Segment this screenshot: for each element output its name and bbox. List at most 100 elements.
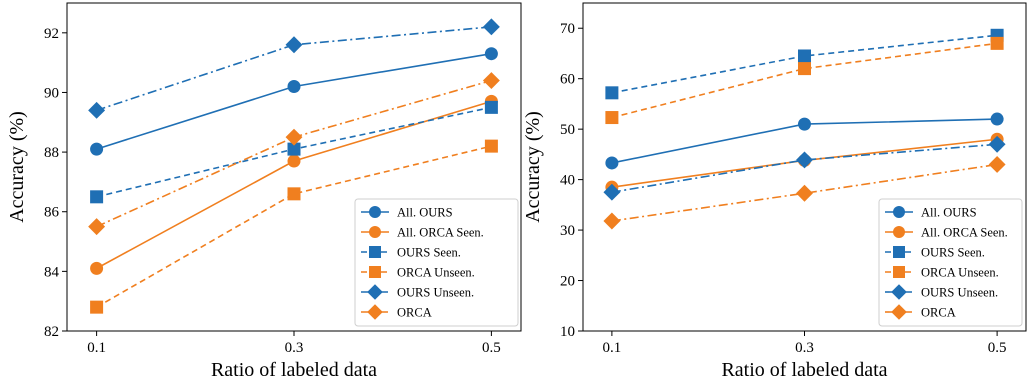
- right-data-point-all-ours: [605, 156, 619, 170]
- left-y-tick-label: 90: [44, 85, 59, 101]
- right-y-tick-label: 60: [560, 72, 575, 88]
- right-series-orca: [603, 156, 1006, 230]
- right-legend-label: ORCA Unseen.: [921, 266, 999, 280]
- left-data-point-orca: [482, 72, 500, 89]
- left-data-point-orca-unseen: [287, 187, 301, 201]
- right-series-line-ours-seen: [611, 34, 998, 94]
- right-y-tick-label: 50: [560, 122, 575, 138]
- left-legend-label: All. ORCA Seen.: [397, 226, 484, 240]
- right-legend-label: OURS Unseen.: [921, 286, 998, 300]
- right-x-tick-label: 0.5: [988, 340, 1007, 356]
- left-legend-box: [354, 198, 519, 327]
- right-legend-entry: OURS Unseen.: [885, 284, 998, 300]
- right-legend-marker: [893, 246, 905, 258]
- left-data-point-all-ours: [90, 142, 104, 156]
- right-y-tick-label: 70: [560, 21, 575, 37]
- right-legend-entry: ORCA Unseen.: [885, 266, 999, 280]
- right-data-point-all-ours: [798, 117, 811, 131]
- right-series-ours-unseen: [603, 135, 1006, 201]
- left-data-point-ours-seen: [484, 100, 498, 114]
- right-data-point-ours-seen: [798, 49, 811, 63]
- left-y-tick-label: 86: [44, 205, 60, 221]
- left-chart-panel: 82 84 86 88 90 92 0.1 0.3 0.5 Ratio of labeled da…: [6, 2, 522, 381]
- right-legend-label: All. OURS: [921, 206, 977, 220]
- right-data-point-orca-unseen: [990, 36, 1004, 50]
- left-legend-entry: ORCA Unseen.: [361, 266, 475, 280]
- left-legend-marker: [369, 226, 381, 238]
- right-series-line-orca: [611, 163, 998, 222]
- left-legend-entry: OURS Seen.: [361, 246, 461, 260]
- left-data-point-ours-unseen: [285, 36, 303, 54]
- right-data-point-orca-unseen: [798, 62, 811, 76]
- right-series-all-ours: [605, 112, 1004, 170]
- left-legend-entry: OURS Unseen.: [361, 284, 474, 300]
- right-data-point-ours-unseen: [796, 151, 813, 169]
- right-legend-marker: [891, 304, 907, 320]
- left-data-point-ours-unseen: [88, 101, 106, 119]
- right-legend: All. OURS All. ORCA Seen. OURS Seen. ORCA U…: [878, 198, 1023, 327]
- left-legend-marker: [369, 206, 381, 218]
- right-x-tick-label: 0.1: [603, 340, 622, 356]
- left-legend-marker: [367, 284, 383, 300]
- left-data-point-orca-unseen: [90, 300, 104, 314]
- left-legend-marker: [367, 304, 383, 320]
- left-data-point-ours-unseen: [482, 18, 500, 36]
- left-data-point-orca-unseen: [484, 139, 498, 153]
- left-data-point-all-orca-seen: [90, 261, 104, 275]
- left-data-point-all-orca-seen: [287, 154, 301, 168]
- left-data-point-ours-seen: [287, 142, 301, 156]
- right-data-point-orca: [988, 156, 1006, 173]
- left-legend-label: OURS Unseen.: [397, 286, 474, 300]
- left-legend-label: ORCA: [397, 306, 432, 320]
- left-x-tick-label: 0.1: [87, 340, 106, 356]
- left-y-tick-label: 82: [44, 324, 59, 340]
- left-x-tick-label: 0.3: [285, 340, 304, 356]
- left-legend-label: OURS Seen.: [397, 246, 461, 260]
- left-series-all-ours: [90, 47, 498, 156]
- right-series-line-ours-unseen: [611, 143, 998, 194]
- left-legend-marker: [369, 266, 381, 278]
- right-data-point-ours-seen: [605, 86, 619, 100]
- left-legend-marker: [369, 246, 381, 258]
- left-series-orca: [88, 72, 500, 236]
- right-x-tick-label: 0.3: [795, 340, 814, 356]
- right-legend-marker: [891, 284, 907, 300]
- right-data-point-orca: [603, 212, 621, 230]
- right-y-tick-label: 10: [560, 324, 575, 340]
- right-legend-entry: All. OURS: [885, 206, 977, 220]
- left-series-ours-unseen: [88, 18, 500, 119]
- right-y-tick-label: 30: [560, 223, 575, 239]
- right-legend-label: All. ORCA Seen.: [921, 226, 1008, 240]
- left-legend-entry: All. ORCA Seen.: [361, 226, 484, 240]
- right-data-point-ours-unseen: [988, 135, 1006, 153]
- left-data-point-orca: [285, 128, 303, 146]
- left-data-point-all-ours: [484, 47, 498, 61]
- left-x-axis-label: Ratio of labeled data: [211, 359, 377, 381]
- right-y-tick-label: 40: [560, 173, 575, 189]
- right-chart-panel: 10 20 30 40 50 60 70 0.1 0.3 0.5 Ratio of labeled …: [522, 2, 1027, 381]
- right-series-orca-unseen: [605, 36, 1004, 125]
- left-series-ours-seen: [90, 100, 498, 204]
- right-legend-entry: OURS Seen.: [885, 246, 985, 260]
- right-data-point-orca-unseen: [605, 111, 619, 125]
- right-legend-label: OURS Seen.: [921, 246, 985, 260]
- left-data-point-all-ours: [287, 79, 301, 93]
- left-legend-entry: All. OURS: [361, 206, 453, 220]
- left-legend-label: All. OURS: [397, 206, 453, 220]
- left-legend-entry: ORCA: [361, 304, 432, 320]
- right-legend-entry: All. ORCA Seen.: [885, 226, 1008, 240]
- left-y-axis-label: Accuracy (%): [6, 111, 28, 223]
- right-data-point-ours-unseen: [603, 183, 621, 201]
- right-legend-marker: [893, 226, 905, 238]
- right-legend-label: ORCA: [921, 306, 956, 320]
- left-y-tick-label: 92: [44, 26, 59, 42]
- right-legend-marker: [893, 206, 905, 218]
- left-legend: All. OURS All. ORCA Seen. OURS Seen. ORCA U…: [354, 198, 519, 327]
- right-data-point-orca: [796, 184, 813, 202]
- left-data-point-ours-seen: [90, 190, 104, 204]
- right-legend-box: [878, 198, 1023, 327]
- right-x-axis-label: Ratio of labeled data: [721, 359, 887, 381]
- left-legend-label: ORCA Unseen.: [397, 266, 475, 280]
- left-series-orca-unseen: [90, 139, 498, 314]
